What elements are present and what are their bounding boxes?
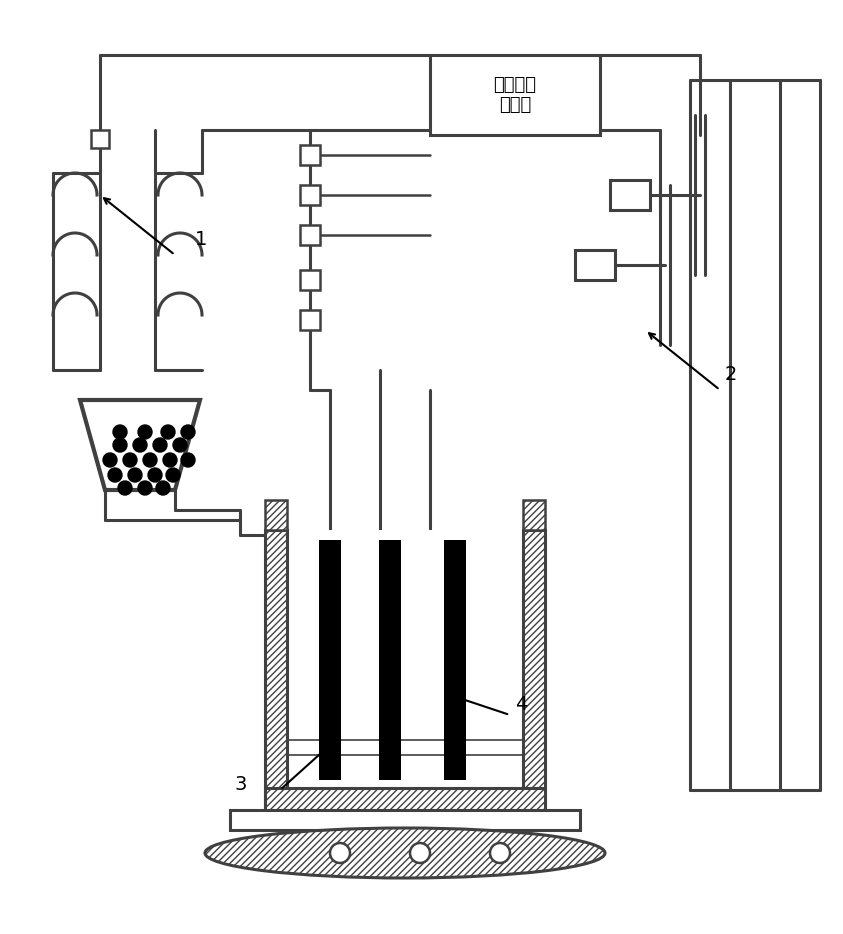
Circle shape xyxy=(181,425,195,439)
Circle shape xyxy=(138,425,152,439)
Text: 4: 4 xyxy=(515,695,528,714)
Circle shape xyxy=(163,453,177,467)
Circle shape xyxy=(173,438,187,452)
Text: 3: 3 xyxy=(235,775,247,794)
Bar xyxy=(91,130,109,148)
Bar xyxy=(300,225,320,245)
Text: 2: 2 xyxy=(725,365,738,384)
Bar xyxy=(265,788,545,810)
Circle shape xyxy=(103,453,117,467)
Circle shape xyxy=(113,438,127,452)
Bar xyxy=(300,145,320,165)
Bar xyxy=(265,500,287,530)
Circle shape xyxy=(410,843,430,863)
Circle shape xyxy=(118,481,132,495)
Bar xyxy=(523,500,545,530)
Circle shape xyxy=(113,425,127,439)
Bar xyxy=(444,540,466,780)
Bar xyxy=(300,185,320,205)
Bar xyxy=(287,530,523,788)
Bar xyxy=(610,180,650,210)
Bar xyxy=(430,55,600,135)
Circle shape xyxy=(138,481,152,495)
Circle shape xyxy=(490,843,510,863)
Circle shape xyxy=(133,438,147,452)
Text: 电极升降
控制台: 电极升降 控制台 xyxy=(493,76,536,114)
Circle shape xyxy=(161,425,175,439)
Circle shape xyxy=(143,453,157,467)
Circle shape xyxy=(128,468,142,482)
Bar xyxy=(300,270,320,290)
Circle shape xyxy=(181,453,195,467)
Circle shape xyxy=(153,438,167,452)
Polygon shape xyxy=(80,400,200,490)
Bar xyxy=(523,530,545,810)
Circle shape xyxy=(156,481,170,495)
Bar xyxy=(379,540,401,780)
Circle shape xyxy=(123,453,137,467)
Bar xyxy=(575,250,615,280)
Bar xyxy=(265,530,287,810)
Bar xyxy=(300,310,320,330)
Bar xyxy=(230,810,580,830)
Circle shape xyxy=(166,468,180,482)
Circle shape xyxy=(148,468,162,482)
Circle shape xyxy=(330,843,350,863)
Text: 1: 1 xyxy=(195,230,207,249)
Ellipse shape xyxy=(205,828,605,878)
Bar xyxy=(319,540,341,780)
Circle shape xyxy=(108,468,122,482)
